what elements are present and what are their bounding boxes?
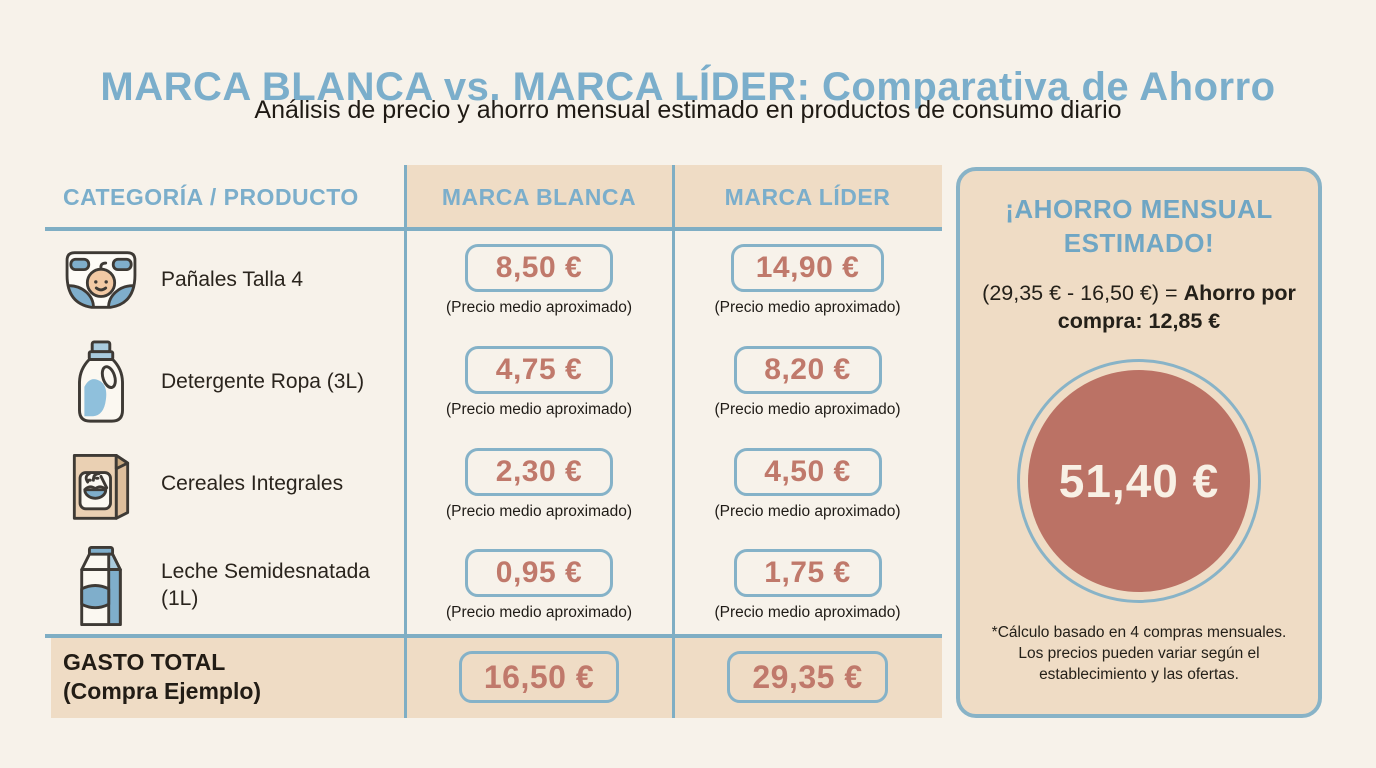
price-note: (Precio medio aproximado) [445,502,633,520]
column-divider [404,165,407,718]
store-brand-price-cell: 2,30 € (Precio medio aproximado) [405,433,673,535]
total-label-line1: GASTO TOTAL [63,648,226,675]
store-brand-price-cell: 0,95 € (Precio medio aproximado) [405,535,673,636]
column-header-category: CATEGORÍA / PRODUCTO [63,183,359,210]
price-pill: 0,95 € [465,549,613,597]
column-header-leader-brand: MARCA LÍDER [724,183,891,210]
column-header-store-brand: MARCA BLANCA [441,183,637,210]
price-note: (Precio medio aproximado) [714,400,901,418]
page-title: MARCA BLANCA vs. MARCA LÍDER: Comparativ… [100,64,1276,109]
price-pill: 8,20 € [733,345,882,394]
total-row-topline [45,634,942,638]
price-note: (Precio medio aproximado) [714,604,901,621]
price-pill: 4,75 € [465,345,613,394]
comparison-table: CATEGORÍA / PRODUCTO MARCA BLANCA MARCA … [45,165,942,718]
price-pill: 14,90 € [730,243,885,292]
price-pill: 8,50 € [465,243,613,292]
price-pill: 1,75 € [733,549,882,597]
total-leader-brand-cell: 29,35 € [673,636,942,718]
leader-brand-price-cell: 4,50 € (Precio medio aproximado) [673,433,942,535]
savings-panel-title: ¡AHORRO MENSUAL ESTIMADO! [1005,194,1273,258]
leader-brand-price-cell: 1,75 € (Precio medio aproximado) [673,535,942,636]
formula-result: Ahorro por compra: 12,85 € [1057,280,1296,333]
price-pill: 2,30 € [465,447,613,496]
savings-footnote: *Cálculo basado en 4 compras mensuales. … [991,624,1287,684]
price-note: (Precio medio aproximado) [445,400,633,418]
store-brand-price-cell: 8,50 € (Precio medio aproximado) [405,229,673,331]
price-note: (Precio medio aproximado) [445,604,633,621]
savings-formula: (29,35 € - 16,50 €) = Ahorro por compra:… [979,279,1299,336]
total-label-line2: (Compra Ejemplo) [63,678,262,704]
savings-circle: 51,40 € [1028,370,1250,593]
price-pill: 4,50 € [733,447,882,496]
price-note: (Precio medio aproximado) [714,298,901,316]
milk-icon [59,542,143,630]
store-brand-price-cell: 4,75 € (Precio medio aproximado) [405,331,673,433]
page-subtitle: Análisis de precio y ahorro mensual esti… [254,96,1122,124]
header-underline [45,227,942,231]
price-note: (Precio medio aproximado) [714,502,901,520]
savings-circle-ring: 51,40 € [1017,359,1261,604]
table-row-product: Pañales Talla 4 [45,229,405,331]
total-store-brand-cell: 16,50 € [405,636,673,718]
product-name: Pañales Talla 4 [161,267,304,291]
total-label: GASTO TOTAL (Compra Ejemplo) [45,636,405,718]
leader-brand-price-cell: 8,20 € (Precio medio aproximado) [673,331,942,433]
table-row-product: Cereales Integrales [45,433,405,535]
table-row-product: Leche Semidesnatada (1L) [45,535,405,636]
leader-brand-price-cell: 14,90 € (Precio medio aproximado) [673,229,942,331]
table-row-product: Detergente Ropa (3L) [45,331,405,433]
column-divider [672,165,675,718]
monthly-savings-value: 51,40 € [1058,455,1220,508]
detergent-icon [59,338,143,426]
total-price-pill: 29,35 € [727,651,888,703]
cereal-icon [59,444,143,524]
diaper-icon [59,247,143,313]
total-price-pill: 16,50 € [458,651,620,703]
formula-prefix: (29,35 € - 16,50 €) = [982,280,1184,305]
product-name: Cereales Integrales [161,471,344,495]
product-name: Detergente Ropa (3L) [161,369,365,393]
savings-panel: ¡AHORRO MENSUAL ESTIMADO! (29,35 € - 16,… [956,167,1322,718]
product-name: Leche Semidesnatada (1L) [161,560,370,610]
price-note: (Precio medio aproximado) [445,298,633,316]
